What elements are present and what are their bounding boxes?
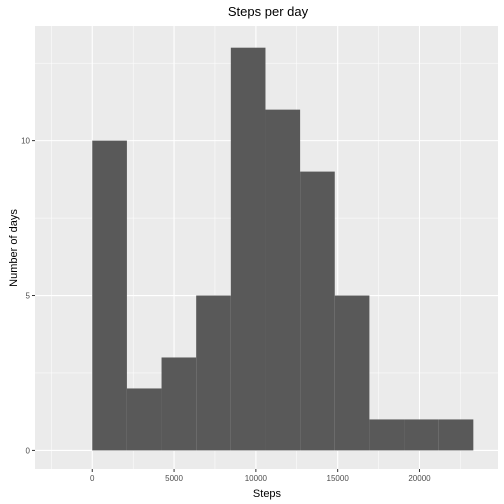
histogram-bar [438, 419, 474, 451]
x-tick-label: 15000 [327, 474, 350, 483]
histogram-bar [196, 295, 231, 451]
y-tick-label: 5 [26, 292, 31, 301]
histogram-bar [404, 419, 439, 451]
y-axis-title: Number of days [8, 209, 20, 287]
histogram-bar [265, 109, 301, 451]
histogram-bar [161, 357, 197, 451]
histogram-bar [126, 388, 162, 451]
x-tick-label: 10000 [245, 474, 268, 483]
histogram-bars [92, 47, 474, 451]
histogram-bar [230, 47, 266, 451]
y-axis-ticks: 0 5 10 [21, 137, 35, 455]
x-tick-label: 0 [90, 474, 95, 483]
histogram-bar [334, 295, 370, 451]
x-tick-label: 20000 [408, 474, 431, 483]
histogram-bar [92, 140, 127, 451]
y-tick-label: 0 [26, 446, 31, 455]
histogram-bar [300, 171, 335, 451]
histogram-bar [369, 419, 405, 451]
x-tick-label: 5000 [165, 474, 183, 483]
x-axis-ticks: 0 5000 10000 15000 20000 [90, 469, 431, 483]
x-axis-title: Steps [253, 488, 282, 500]
y-tick-label: 10 [21, 137, 30, 146]
chart-title: Steps per day [228, 4, 309, 19]
